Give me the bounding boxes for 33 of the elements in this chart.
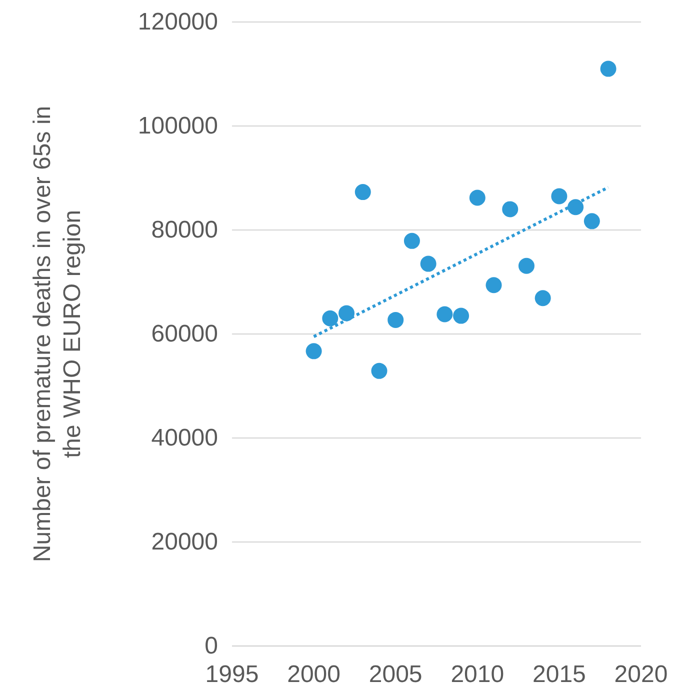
point — [469, 190, 486, 206]
x-tick-label: 2000 — [287, 661, 340, 688]
point — [534, 290, 551, 306]
point — [306, 343, 322, 360]
point — [453, 308, 470, 324]
point — [551, 188, 568, 204]
x-tick-label: 2015 — [532, 661, 586, 688]
point — [584, 213, 600, 230]
y-tick-label: 40000 — [151, 424, 218, 452]
point — [371, 362, 388, 379]
y-tick-label: 0 — [204, 632, 218, 660]
x-tick-label: 2005 — [368, 661, 422, 688]
y-tick-label: 20000 — [151, 528, 218, 556]
point — [568, 199, 584, 216]
x-tick-label: 2020 — [614, 661, 668, 688]
y-tick-label: 120000 — [138, 8, 218, 36]
y-axis-title: Number of premature deaths in over 65s in the WHO EURO region — [29, 106, 86, 562]
point — [322, 310, 338, 326]
y-tick-label: 100000 — [138, 112, 218, 140]
y-tick-label: 60000 — [151, 320, 218, 348]
x-tick-label: 1995 — [205, 661, 259, 688]
point — [354, 184, 371, 200]
y-tick-label: 80000 — [151, 216, 218, 244]
point — [486, 277, 502, 294]
point — [600, 60, 616, 77]
point — [420, 256, 436, 272]
point — [404, 232, 420, 249]
point — [518, 258, 534, 274]
point — [502, 201, 518, 218]
point — [388, 312, 404, 328]
point — [338, 305, 355, 322]
point — [436, 306, 453, 322]
x-tick-label: 2010 — [450, 661, 504, 688]
